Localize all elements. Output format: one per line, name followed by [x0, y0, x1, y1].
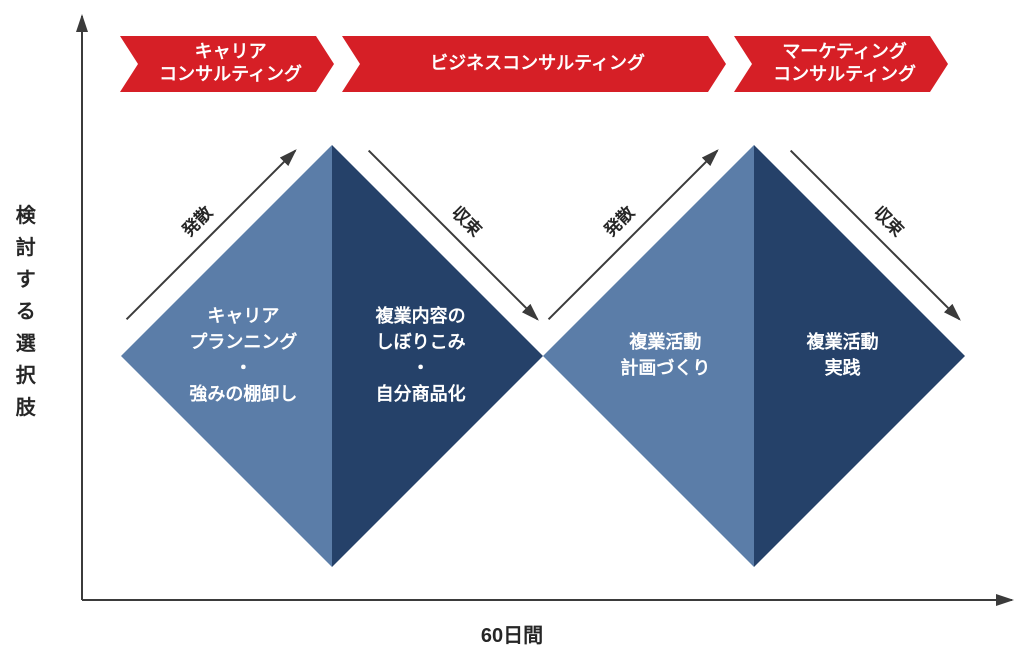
y-axis-label: 検討する選択肢	[14, 200, 38, 424]
diamond-label: 計画づくり	[620, 357, 710, 378]
diamond-label: キャリア	[207, 306, 279, 326]
diagram-stage: キャリアコンサルティングビジネスコンサルティングマーケティングコンサルティングキ…	[0, 0, 1024, 654]
phase-banner-label: キャリア	[195, 42, 267, 62]
diamond-label: 複業活動	[628, 331, 701, 352]
diamond-label: 強みの棚卸し	[189, 383, 297, 404]
diamond-label: プランニング	[189, 331, 297, 352]
diamond-label: しぼりこみ	[376, 332, 466, 352]
diamond-label: 複業内容の	[375, 305, 466, 326]
phase-banner-label: コンサルティング	[773, 63, 916, 84]
diamond-label: 複業活動	[806, 331, 879, 352]
diamond-label: ・	[234, 358, 252, 378]
phase-banner-label: マーケティング	[782, 41, 907, 62]
diamond-label: 自分商品化	[376, 383, 466, 404]
diamond-left-half	[121, 145, 332, 567]
diamond-label: 実践	[825, 357, 861, 378]
diamond-left-half	[543, 145, 754, 567]
diamond-label: ・	[412, 358, 430, 378]
phase-banner-label: ビジネスコンサルティング	[430, 52, 645, 73]
phase-banner-label: コンサルティング	[159, 63, 302, 84]
diamond-right-half	[332, 145, 543, 567]
diagram-svg: キャリアコンサルティングビジネスコンサルティングマーケティングコンサルティングキ…	[0, 0, 1024, 654]
x-axis-label: 60日間	[0, 619, 1024, 648]
diamond-right-half	[754, 145, 965, 567]
